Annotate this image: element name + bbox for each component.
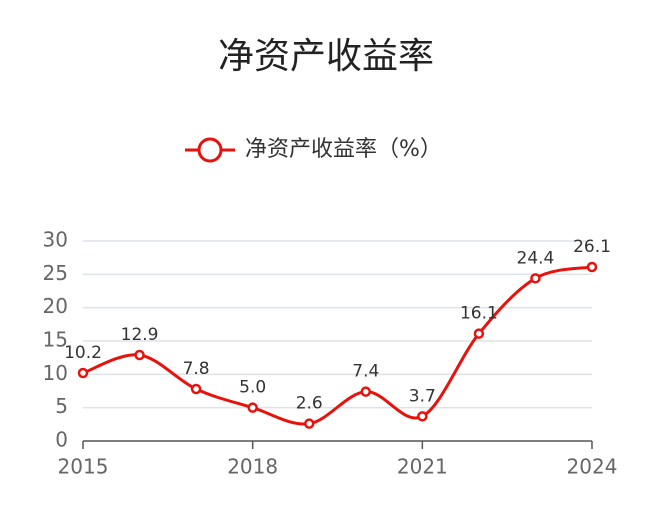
line (82, 265, 593, 426)
data-label: 7.4 (352, 362, 379, 382)
point (190, 383, 202, 395)
point (303, 418, 315, 429)
chart-title: 净资产收益率 (218, 36, 434, 77)
point (530, 273, 541, 284)
y-tick-label: 5 (55, 394, 68, 418)
data-label: 7.8 (183, 359, 210, 379)
y-tick-label: 25 (43, 261, 68, 285)
data-label: 5.0 (239, 378, 266, 398)
y-tick-label: 20 (43, 294, 68, 318)
data-label: 26.1 (573, 237, 611, 257)
y-tick-label: 0 (55, 428, 68, 452)
x-tick-label: 2021 (397, 455, 448, 479)
point (134, 349, 145, 361)
y-tick-label: 15 (43, 328, 68, 352)
x-tick-label: 2018 (227, 455, 278, 479)
data-label: 16.1 (460, 304, 498, 324)
legend-marker (197, 137, 223, 163)
x-tick-label: 2024 (567, 455, 618, 479)
x-tick-label: 2015 (58, 455, 109, 479)
data-label: 12.9 (121, 325, 159, 345)
y-tick-label: 10 (43, 361, 68, 385)
data-label: 10.2 (64, 343, 102, 363)
point (473, 328, 485, 339)
point (77, 367, 89, 379)
point (417, 411, 428, 422)
data-label: 24.4 (517, 248, 555, 268)
point (247, 402, 258, 413)
data-label: 2.6 (296, 394, 323, 414)
y-tick-label: 30 (43, 228, 68, 252)
data-label: 3.7 (409, 386, 436, 406)
legend-label: 净资产收益率（%） (245, 137, 442, 162)
point (360, 386, 372, 397)
point (586, 261, 598, 273)
